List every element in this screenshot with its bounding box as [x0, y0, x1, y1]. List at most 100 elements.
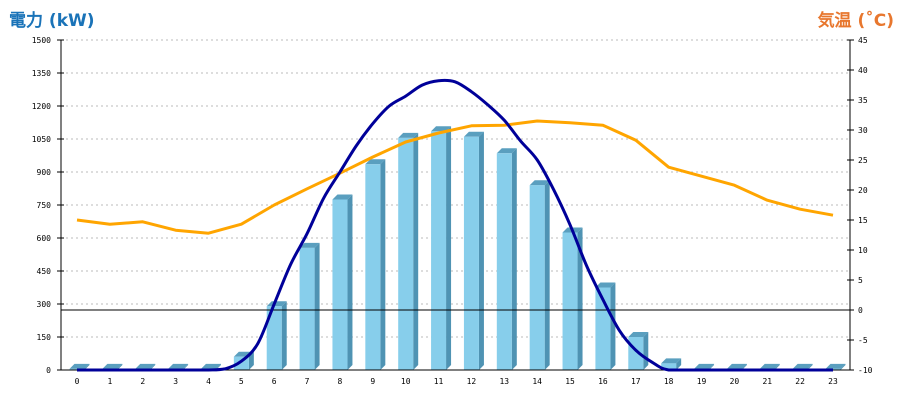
- bar: [496, 153, 512, 370]
- bar: [365, 164, 381, 370]
- bar-top: [168, 363, 189, 369]
- x-tick-label: 19: [697, 377, 707, 386]
- right-tick-label: 0: [858, 306, 863, 315]
- left-tick-label: 150: [37, 333, 52, 342]
- bar-side: [676, 358, 682, 370]
- right-tick-label: 15: [858, 216, 868, 225]
- bar-side: [347, 194, 353, 370]
- x-tick-label: 7: [305, 377, 310, 386]
- x-tick-label: 9: [370, 377, 375, 386]
- bar: [332, 199, 348, 370]
- left-tick-label: 1500: [32, 36, 51, 45]
- bar-top: [365, 159, 386, 165]
- right-tick-label: 5: [858, 276, 863, 285]
- x-tick-label: 13: [499, 377, 509, 386]
- x-tick-label: 3: [173, 377, 178, 386]
- x-tick-label: 17: [631, 377, 641, 386]
- bar-top: [102, 363, 123, 369]
- x-tick-label: 5: [239, 377, 244, 386]
- x-tick-label: 22: [795, 377, 805, 386]
- bar-side: [544, 180, 550, 370]
- bar-top: [200, 363, 221, 369]
- bar-side: [183, 363, 189, 370]
- bar: [431, 131, 447, 370]
- bar-top: [266, 301, 287, 307]
- x-tick-label: 2: [140, 377, 145, 386]
- bar-top: [661, 358, 682, 364]
- x-tick-label: 15: [565, 377, 575, 386]
- bar-top: [332, 194, 353, 200]
- left-tick-label: 1050: [32, 135, 51, 144]
- bar-side: [511, 148, 517, 370]
- bar: [661, 363, 677, 370]
- bar: [299, 247, 315, 370]
- bar-top: [529, 180, 550, 186]
- bar-top: [463, 131, 484, 137]
- bar-side: [446, 126, 452, 370]
- left-tick-label: 600: [37, 234, 52, 243]
- x-tick-label: 12: [467, 377, 477, 386]
- right-axis-title: 気温 (˚C): [817, 11, 894, 31]
- bar-top: [759, 363, 780, 369]
- bar-top: [595, 282, 616, 288]
- bar-top: [69, 363, 90, 369]
- x-tick-label: 10: [401, 377, 411, 386]
- bar-top: [398, 132, 419, 138]
- x-tick-label: 11: [434, 377, 444, 386]
- right-tick-label: 20: [858, 186, 868, 195]
- bar: [529, 185, 545, 370]
- bar-side: [281, 301, 287, 370]
- bar-side: [840, 363, 846, 370]
- right-tick-label: 40: [858, 66, 868, 75]
- x-tick-label: 18: [664, 377, 674, 386]
- bar-top: [299, 242, 320, 248]
- bar-side: [478, 131, 484, 370]
- bar-top: [694, 363, 715, 369]
- bar-side: [150, 363, 156, 370]
- right-tick-label: 10: [858, 246, 868, 255]
- x-tick-label: 6: [272, 377, 277, 386]
- bar-side: [84, 363, 90, 370]
- right-tick-label: 25: [858, 156, 868, 165]
- x-tick-label: 1: [107, 377, 112, 386]
- x-tick-label: 21: [762, 377, 772, 386]
- x-tick-label: 8: [338, 377, 343, 386]
- bar: [266, 306, 282, 370]
- bar-top: [628, 332, 649, 337]
- bar-side: [774, 363, 780, 370]
- x-tick-label: 14: [532, 377, 542, 386]
- x-tick-label: 16: [598, 377, 608, 386]
- left-tick-label: 300: [37, 300, 52, 309]
- x-tick-label: 0: [75, 377, 80, 386]
- bar-top: [825, 363, 846, 369]
- right-tick-label: -5: [858, 336, 868, 345]
- x-tick-label: 20: [730, 377, 740, 386]
- power-line: [76, 78, 833, 372]
- bar-side: [709, 363, 715, 370]
- right-tick-label: 35: [858, 96, 868, 105]
- x-tick-label: 23: [828, 377, 838, 386]
- right-tick-label: -10: [858, 366, 873, 375]
- left-tick-label: 1350: [32, 69, 51, 78]
- bar-side: [248, 351, 254, 370]
- bar-side: [741, 363, 747, 370]
- bar-side: [610, 282, 616, 370]
- left-tick-label: 450: [37, 267, 52, 276]
- bar: [463, 136, 479, 370]
- bar-side: [117, 363, 123, 370]
- right-tick-label: 45: [858, 36, 868, 45]
- bar-top: [135, 363, 156, 369]
- left-axis-title: 電力 (kW): [9, 11, 95, 31]
- x-tick-label: 4: [206, 377, 211, 386]
- temperature-line: [76, 119, 834, 235]
- bar: [398, 137, 414, 370]
- bar: [562, 232, 578, 370]
- bar-top: [792, 363, 813, 369]
- left-tick-label: 0: [46, 366, 51, 375]
- left-tick-label: 750: [37, 201, 52, 210]
- bar-side: [807, 363, 813, 370]
- left-tick-label: 1200: [32, 102, 51, 111]
- bar-top: [726, 363, 747, 369]
- bar-top: [496, 148, 517, 154]
